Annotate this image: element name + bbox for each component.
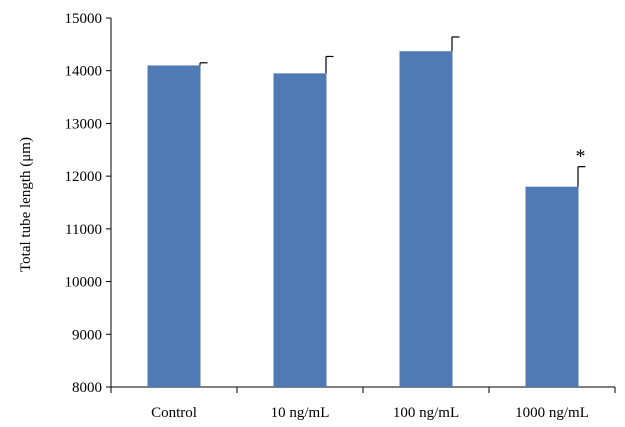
x-axis: Control 10 ng/mL 100 ng/mL 1000 ng/mL bbox=[110, 386, 616, 421]
bar bbox=[273, 73, 327, 387]
x-tick-label: Control bbox=[151, 405, 197, 421]
significance-marker: * bbox=[576, 146, 586, 168]
bar bbox=[147, 65, 201, 387]
y-tick-label: 13000 bbox=[65, 116, 103, 132]
y-axis-label: Total tube length (μm) bbox=[18, 137, 34, 272]
y-tick-label: 11000 bbox=[65, 222, 102, 238]
y-axis: 8000 9000 10000 11000 12000 13000 14000 15000 bbox=[65, 11, 112, 396]
y-tick-label: 9000 bbox=[72, 327, 102, 343]
bars: * bbox=[147, 36, 586, 388]
bar bbox=[525, 186, 579, 387]
y-tick-label: 14000 bbox=[65, 64, 103, 80]
y-tick-label: 15000 bbox=[65, 11, 103, 27]
x-tick-label: 10 ng/mL bbox=[271, 405, 330, 421]
x-tick-label: 100 ng/mL bbox=[393, 405, 459, 421]
y-tick-label: 10000 bbox=[65, 275, 103, 291]
bar bbox=[399, 51, 453, 388]
y-tick-label: 12000 bbox=[65, 169, 103, 185]
x-tick-label: 1000 ng/mL bbox=[515, 405, 589, 421]
y-tick-label: 8000 bbox=[72, 380, 102, 396]
